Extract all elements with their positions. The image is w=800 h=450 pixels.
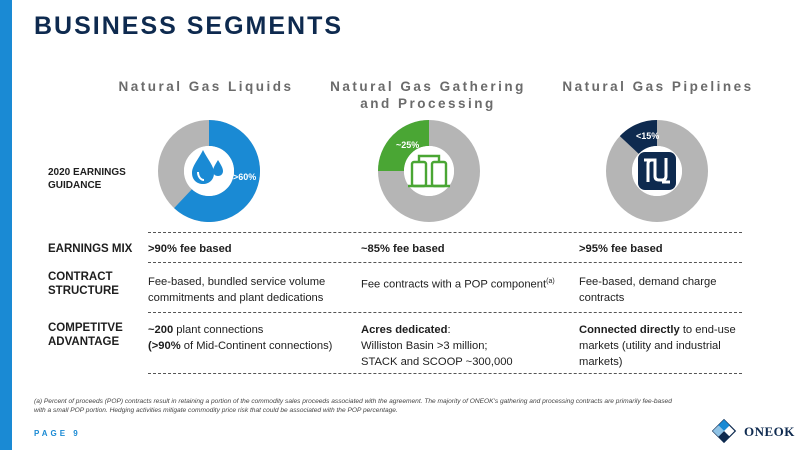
segment-header-gp-line1: Natural Gas Gathering [330, 79, 526, 94]
donut-pipelines [606, 120, 708, 222]
contract-structure-ngl: Fee-based, bundled service volume commit… [148, 274, 325, 306]
ngl-connections-count: ~200 [148, 324, 174, 336]
donut-gp-slice [378, 120, 430, 172]
page-title: BUSINESS SEGMENTS [34, 12, 344, 40]
gp-acres-colon: : [447, 324, 451, 336]
contract-pipe-line2: contracts [579, 292, 625, 304]
donut-gp-hole [404, 146, 454, 196]
footnote-marker: (a) [546, 278, 555, 285]
competitive-label-line1: COMPETITVE [48, 322, 123, 334]
storage-tanks-icon [408, 154, 450, 188]
ngl-connections-text: plant connections [173, 324, 264, 336]
contract-structure-gp: Fee contracts with a POP component(a) [361, 274, 555, 293]
gp-acres-line3: STACK and SCOOP ~300,000 [361, 356, 513, 368]
footnote-line2: with a small POP portion. Hedging activi… [34, 407, 398, 414]
donut-pipelines-slice [619, 120, 658, 155]
competitive-label-line2: ADVANTAGE [48, 336, 120, 348]
contract-structure-pipelines: Fee-based, demand charge contracts [579, 274, 716, 306]
earnings-mix-pipelines: >95% fee based [579, 243, 663, 255]
competitive-advantage-pipelines: Connected directly to end-use markets (u… [579, 322, 736, 370]
pipe-connected-line3: markets) [579, 356, 623, 368]
ngl-connections-pct: (>90% [148, 340, 181, 352]
oneok-logo-icon [712, 418, 737, 444]
competitive-advantage-gp: Acres dedicated: Williston Basin >3 mill… [361, 322, 513, 370]
row-divider [148, 262, 742, 263]
donut-ngl-slice [174, 120, 260, 222]
contract-gp-text: Fee contracts with a POP component [361, 278, 547, 291]
page-number: PAGE 9 [34, 429, 81, 438]
earnings-mix-ngl: >90% fee based [148, 243, 232, 255]
donut-ngl [158, 120, 260, 222]
footnote: (a) Percent of proceeds (POP) contracts … [34, 397, 724, 415]
segment-header-ngl-text: Natural Gas Liquids [118, 79, 294, 94]
water-drops-icon [192, 150, 223, 184]
guidance-label-line2: GUIDANCE [48, 180, 102, 191]
left-accent-bar [0, 0, 12, 450]
contract-ngl-line1: Fee-based, bundled service volume [148, 276, 326, 288]
pipe-connected-heading: Connected directly [579, 324, 680, 336]
row-divider [148, 373, 742, 374]
donut-gp-label: ~25% [396, 140, 420, 150]
gp-acres-heading: Acres dedicated [361, 324, 448, 336]
segment-header-gp: Natural Gas Gathering and Processing [318, 78, 538, 112]
pipe-connected-line2: markets (utility and industrial [579, 340, 721, 352]
donut-pipelines-label: <15% [636, 131, 660, 141]
oneok-logo-text: ONEOK [744, 424, 795, 439]
contract-pipe-line1: Fee-based, demand charge [579, 276, 717, 288]
earnings-mix-gp: ~85% fee based [361, 243, 445, 255]
row-label-competitive-advantage: COMPETITVE ADVANTAGE [48, 321, 123, 349]
gp-acres-line2: Williston Basin >3 million; [361, 340, 488, 352]
segment-header-pipelines-text: Natural Gas Pipelines [562, 79, 754, 94]
contract-ngl-line2: commitments and plant dedications [148, 292, 324, 304]
footnote-line1: (a) Percent of proceeds (POP) contracts … [34, 398, 672, 405]
donut-gp [378, 120, 480, 222]
segment-header-ngl: Natural Gas Liquids [96, 78, 316, 95]
pipeline-icon [638, 152, 676, 190]
row-divider [148, 232, 742, 233]
row-divider [148, 312, 742, 313]
guidance-label-line1: 2020 EARNINGS [48, 167, 126, 178]
donut-ngl-label: >60% [233, 172, 257, 182]
guidance-label: 2020 EARNINGS GUIDANCE [48, 166, 126, 192]
competitive-advantage-ngl: ~200 plant connections (>90% of Mid-Cont… [148, 322, 332, 354]
row-label-contract-structure: CONTRACT STRUCTURE [48, 270, 119, 298]
segment-header-pipelines: Natural Gas Pipelines [548, 78, 768, 95]
pipe-connected-text: to end-use [679, 324, 736, 336]
ngl-connections-text2: of Mid-Continent connections) [180, 340, 333, 352]
segment-header-gp-line2: and Processing [360, 96, 496, 111]
row-label-earnings-mix: EARNINGS MIX [48, 243, 133, 255]
contract-label-line2: STRUCTURE [48, 285, 119, 297]
contract-label-line1: CONTRACT [48, 271, 113, 283]
